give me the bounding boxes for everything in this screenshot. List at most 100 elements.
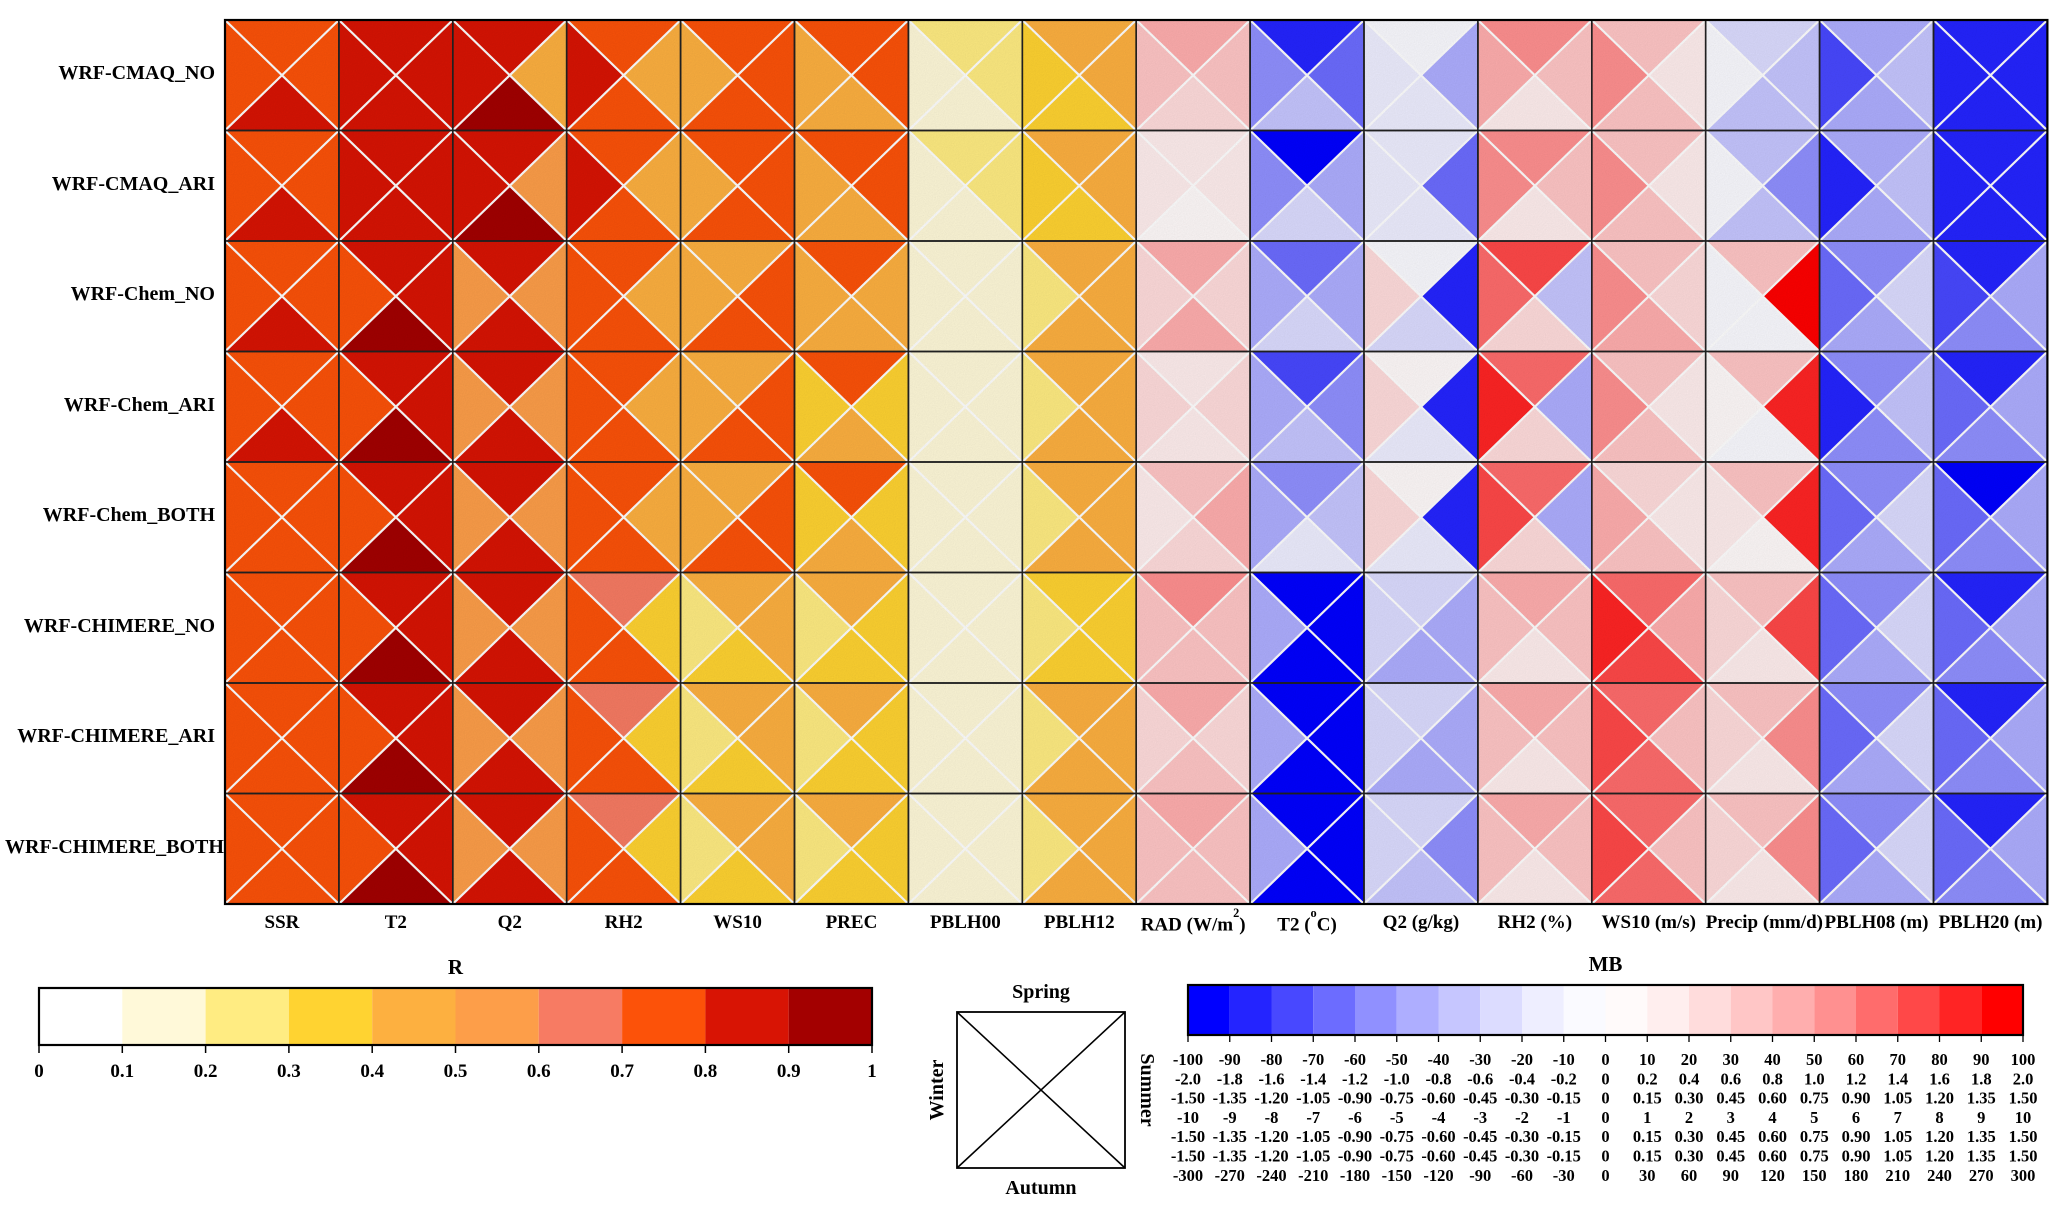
svg-text:-0.4: -0.4 bbox=[1509, 1069, 1535, 1088]
svg-text:300: 300 bbox=[2011, 1166, 2036, 1185]
svg-text:210: 210 bbox=[1885, 1166, 1910, 1185]
svg-text:0.15: 0.15 bbox=[1633, 1147, 1662, 1166]
svg-text:1.05: 1.05 bbox=[1883, 1089, 1912, 1108]
svg-text:0.5: 0.5 bbox=[444, 1061, 468, 1082]
svg-text:-3: -3 bbox=[1473, 1108, 1487, 1127]
svg-text:2.0: 2.0 bbox=[2013, 1069, 2034, 1088]
svg-text:0.30: 0.30 bbox=[1675, 1147, 1704, 1166]
svg-text:0.30: 0.30 bbox=[1675, 1089, 1704, 1108]
svg-text:0.75: 0.75 bbox=[1800, 1127, 1829, 1146]
svg-text:-40: -40 bbox=[1428, 1050, 1450, 1069]
svg-text:0: 0 bbox=[1601, 1089, 1609, 1108]
svg-text:-90: -90 bbox=[1469, 1166, 1491, 1185]
svg-text:-1.50: -1.50 bbox=[1171, 1147, 1205, 1166]
svg-text:-0.30: -0.30 bbox=[1505, 1127, 1539, 1146]
svg-text:0.7: 0.7 bbox=[610, 1061, 634, 1082]
svg-text:0.8: 0.8 bbox=[1762, 1069, 1783, 1088]
svg-text:-0.30: -0.30 bbox=[1505, 1089, 1539, 1108]
svg-text:0.60: 0.60 bbox=[1758, 1147, 1787, 1166]
svg-text:-4: -4 bbox=[1432, 1108, 1446, 1127]
svg-text:80: 80 bbox=[1931, 1050, 1948, 1069]
svg-text:0: 0 bbox=[1601, 1166, 1609, 1185]
svg-text:0.3: 0.3 bbox=[277, 1061, 301, 1082]
svg-text:Autumn: Autumn bbox=[1005, 1177, 1076, 1199]
svg-text:-7: -7 bbox=[1306, 1108, 1320, 1127]
svg-text:150: 150 bbox=[1802, 1166, 1827, 1185]
svg-text:-6: -6 bbox=[1348, 1108, 1362, 1127]
svg-text:1.6: 1.6 bbox=[1929, 1069, 1950, 1088]
svg-text:-0.75: -0.75 bbox=[1380, 1127, 1414, 1146]
svg-text:10: 10 bbox=[2015, 1108, 2032, 1127]
svg-text:-60: -60 bbox=[1344, 1050, 1366, 1069]
svg-text:60: 60 bbox=[1681, 1166, 1698, 1185]
svg-text:-1.05: -1.05 bbox=[1296, 1127, 1330, 1146]
svg-text:-210: -210 bbox=[1298, 1166, 1328, 1185]
svg-text:-1.50: -1.50 bbox=[1171, 1089, 1205, 1108]
svg-text:-0.45: -0.45 bbox=[1463, 1089, 1497, 1108]
svg-text:1.8: 1.8 bbox=[1971, 1069, 1992, 1088]
svg-text:1.35: 1.35 bbox=[1967, 1147, 1996, 1166]
svg-text:0: 0 bbox=[1601, 1127, 1609, 1146]
svg-text:-0.45: -0.45 bbox=[1463, 1147, 1497, 1166]
svg-text:-1.05: -1.05 bbox=[1296, 1147, 1330, 1166]
svg-text:-1.20: -1.20 bbox=[1254, 1089, 1288, 1108]
svg-text:3: 3 bbox=[1727, 1108, 1735, 1127]
svg-text:7: 7 bbox=[1894, 1108, 1902, 1127]
svg-text:-1.50: -1.50 bbox=[1171, 1127, 1205, 1146]
svg-text:-1: -1 bbox=[1557, 1108, 1571, 1127]
svg-text:-50: -50 bbox=[1386, 1050, 1408, 1069]
svg-text:-1.0: -1.0 bbox=[1384, 1069, 1410, 1088]
svg-text:-10: -10 bbox=[1177, 1108, 1199, 1127]
svg-text:-1.8: -1.8 bbox=[1217, 1069, 1243, 1088]
svg-text:-300: -300 bbox=[1173, 1166, 1203, 1185]
svg-text:-0.45: -0.45 bbox=[1463, 1127, 1497, 1146]
svg-text:-2.0: -2.0 bbox=[1175, 1069, 1201, 1088]
svg-text:1: 1 bbox=[1643, 1108, 1651, 1127]
svg-text:-0.90: -0.90 bbox=[1338, 1127, 1372, 1146]
svg-text:-90: -90 bbox=[1219, 1050, 1241, 1069]
svg-text:-5: -5 bbox=[1390, 1108, 1404, 1127]
svg-text:1.50: 1.50 bbox=[2009, 1147, 2038, 1166]
svg-text:-1.20: -1.20 bbox=[1254, 1127, 1288, 1146]
svg-text:0.60: 0.60 bbox=[1758, 1127, 1787, 1146]
svg-text:70: 70 bbox=[1890, 1050, 1907, 1069]
svg-text:-240: -240 bbox=[1256, 1166, 1286, 1185]
svg-text:40: 40 bbox=[1764, 1050, 1781, 1069]
svg-text:-270: -270 bbox=[1215, 1166, 1245, 1185]
svg-text:-30: -30 bbox=[1469, 1050, 1491, 1069]
svg-text:-1.35: -1.35 bbox=[1213, 1089, 1247, 1108]
svg-text:-0.15: -0.15 bbox=[1547, 1089, 1581, 1108]
svg-text:10: 10 bbox=[1639, 1050, 1656, 1069]
svg-text:0.8: 0.8 bbox=[694, 1061, 718, 1082]
svg-text:-120: -120 bbox=[1423, 1166, 1453, 1185]
svg-text:0: 0 bbox=[34, 1061, 44, 1082]
svg-text:0.6: 0.6 bbox=[527, 1061, 551, 1082]
svg-text:-180: -180 bbox=[1340, 1166, 1370, 1185]
svg-text:-30: -30 bbox=[1553, 1166, 1575, 1185]
svg-text:0.90: 0.90 bbox=[1842, 1127, 1871, 1146]
svg-text:-0.60: -0.60 bbox=[1421, 1127, 1455, 1146]
svg-text:0.90: 0.90 bbox=[1842, 1089, 1871, 1108]
svg-text:Spring: Spring bbox=[1012, 981, 1070, 1003]
svg-text:-1.2: -1.2 bbox=[1342, 1069, 1368, 1088]
svg-text:270: 270 bbox=[1969, 1166, 1994, 1185]
svg-text:60: 60 bbox=[1848, 1050, 1865, 1069]
svg-text:-1.35: -1.35 bbox=[1213, 1127, 1247, 1146]
svg-text:-1.4: -1.4 bbox=[1300, 1069, 1326, 1088]
svg-text:0: 0 bbox=[1601, 1147, 1609, 1166]
svg-text:1: 1 bbox=[867, 1061, 877, 1082]
svg-text:180: 180 bbox=[1844, 1166, 1869, 1185]
svg-text:0.90: 0.90 bbox=[1842, 1147, 1871, 1166]
svg-text:8: 8 bbox=[1935, 1108, 1943, 1127]
svg-text:0: 0 bbox=[1601, 1050, 1609, 1069]
svg-text:-80: -80 bbox=[1261, 1050, 1283, 1069]
svg-text:-1.6: -1.6 bbox=[1258, 1069, 1284, 1088]
svg-text:0.75: 0.75 bbox=[1800, 1147, 1829, 1166]
svg-text:1.0: 1.0 bbox=[1804, 1069, 1825, 1088]
svg-text:30: 30 bbox=[1639, 1166, 1656, 1185]
svg-text:1.35: 1.35 bbox=[1967, 1089, 1996, 1108]
svg-text:0.2: 0.2 bbox=[1637, 1069, 1658, 1088]
svg-text:-0.60: -0.60 bbox=[1421, 1089, 1455, 1108]
svg-text:-0.2: -0.2 bbox=[1551, 1069, 1577, 1088]
svg-text:30: 30 bbox=[1723, 1050, 1740, 1069]
